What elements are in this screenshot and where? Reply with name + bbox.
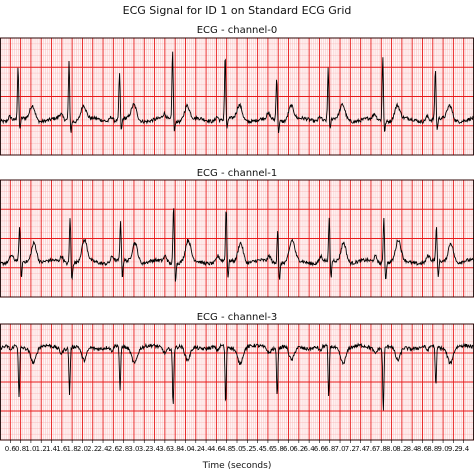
x-tick-label: 3.4 bbox=[149, 445, 161, 453]
x-tick-label: 1.8 bbox=[67, 445, 78, 453]
panel-title: ECG - channel-1 bbox=[197, 168, 278, 179]
x-tick-label: 4.4 bbox=[201, 445, 213, 453]
x-tick-label: 8.2 bbox=[396, 445, 407, 453]
x-tick-label: 3.8 bbox=[170, 445, 181, 453]
x-tick-label: 6.0 bbox=[283, 445, 294, 453]
x-tick-label: 4.6 bbox=[211, 445, 223, 453]
ecg-trace bbox=[0, 342, 474, 411]
x-tick-label: 6.8 bbox=[324, 445, 335, 453]
ecg-trace bbox=[0, 51, 474, 134]
x-axis-label: Time (seconds) bbox=[202, 461, 272, 471]
x-tick-label: 7.4 bbox=[355, 445, 367, 453]
ecg-panel-0: ECG - channel-0 bbox=[0, 25, 474, 156]
x-tick-label: 5.2 bbox=[242, 445, 253, 453]
x-tick-label: 2.8 bbox=[118, 445, 129, 453]
x-tick-label: 8.4 bbox=[407, 445, 419, 453]
x-tick-label: 7.0 bbox=[334, 445, 345, 453]
x-tick-label: 3.0 bbox=[128, 445, 139, 453]
x-tick-label: 2.0 bbox=[77, 445, 88, 453]
x-tick-label: 5.4 bbox=[252, 445, 264, 453]
x-tick-label: 9.2 bbox=[448, 445, 459, 453]
x-tick-label: 2.6 bbox=[108, 445, 120, 453]
x-tick-label: 6.4 bbox=[304, 445, 316, 453]
x-tick-label: 8.8 bbox=[427, 445, 438, 453]
x-tick-label: 7.2 bbox=[345, 445, 356, 453]
ecg-panel-2: ECG - channel-3 bbox=[0, 312, 474, 441]
x-tick-label: 9.0 bbox=[438, 445, 449, 453]
x-tick-label: 8.6 bbox=[417, 445, 429, 453]
x-tick-label: 3.2 bbox=[139, 445, 150, 453]
ecg-trace bbox=[0, 208, 474, 282]
x-tick-label: 9.4 bbox=[458, 445, 470, 453]
x-tick-label: 3.6 bbox=[159, 445, 171, 453]
x-tick-label: 5.8 bbox=[273, 445, 284, 453]
x-tick-label: 5.6 bbox=[262, 445, 274, 453]
x-tick-label: 5.0 bbox=[231, 445, 242, 453]
panel-title: ECG - channel-3 bbox=[197, 312, 278, 323]
panel-title: ECG - channel-0 bbox=[197, 25, 278, 36]
x-tick-label: 2.4 bbox=[97, 445, 109, 453]
x-tick-label: 1.6 bbox=[56, 445, 68, 453]
x-tick-label: 2.2 bbox=[87, 445, 98, 453]
x-tick-label: 4.8 bbox=[221, 445, 232, 453]
x-tick-label: 0.6 bbox=[5, 445, 17, 453]
x-tick-label: 1.0 bbox=[25, 445, 36, 453]
ecg-panel-1: ECG - channel-1 bbox=[0, 168, 474, 298]
x-tick-label: 7.8 bbox=[376, 445, 387, 453]
figure-title: ECG Signal for ID 1 on Standard ECG Grid bbox=[123, 4, 352, 17]
x-tick-label: 1.2 bbox=[36, 445, 47, 453]
x-tick-label: 4.2 bbox=[190, 445, 201, 453]
x-tick-label: 1.4 bbox=[46, 445, 58, 453]
x-tick-label: 7.6 bbox=[365, 445, 377, 453]
x-tick-label: 8.0 bbox=[386, 445, 397, 453]
x-tick-label: 0.8 bbox=[15, 445, 26, 453]
x-tick-label: 6.2 bbox=[293, 445, 304, 453]
x-tick-label: 4.0 bbox=[180, 445, 191, 453]
x-tick-label: 6.6 bbox=[314, 445, 326, 453]
